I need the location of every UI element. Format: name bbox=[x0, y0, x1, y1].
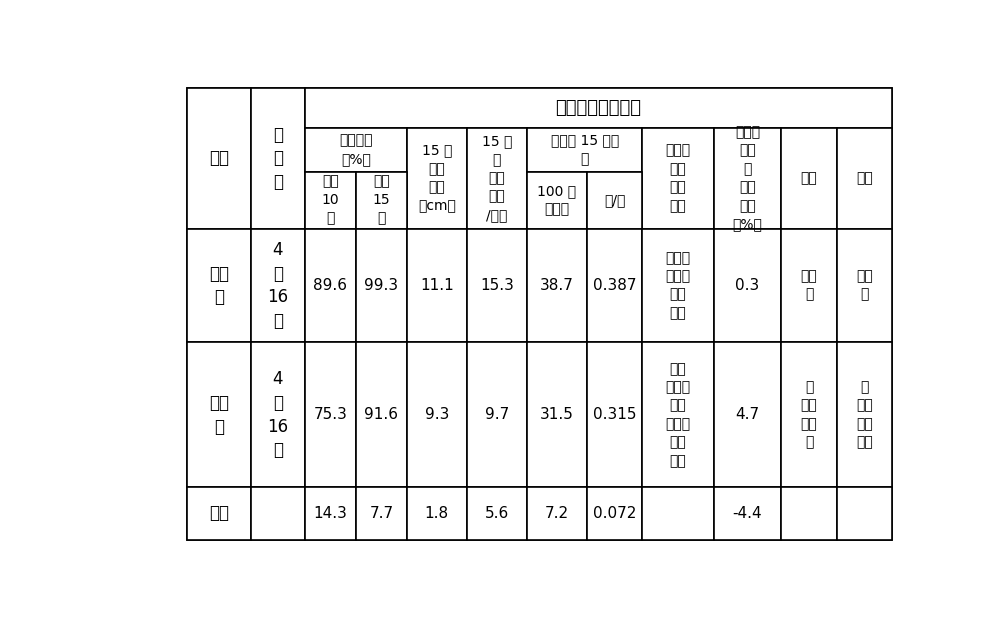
Bar bbox=[251, 228, 305, 342]
Bar bbox=[587, 487, 642, 540]
Bar bbox=[407, 342, 467, 487]
Bar bbox=[305, 172, 356, 228]
Text: 黄
绿，
部分
皱: 黄 绿， 部分 皱 bbox=[801, 380, 817, 449]
Text: 31.5: 31.5 bbox=[540, 407, 574, 422]
Text: 9.7: 9.7 bbox=[485, 407, 509, 422]
Text: 14.3: 14.3 bbox=[313, 506, 347, 521]
Text: 克/株: 克/株 bbox=[604, 193, 625, 207]
Text: 0.3: 0.3 bbox=[735, 278, 760, 293]
Text: 99.3: 99.3 bbox=[364, 278, 398, 293]
Bar bbox=[467, 487, 527, 540]
Text: 播
种
期: 播 种 期 bbox=[273, 126, 283, 191]
Bar bbox=[587, 342, 642, 487]
Text: 播种后 15 天重
量: 播种后 15 天重 量 bbox=[551, 133, 619, 166]
Bar bbox=[527, 342, 587, 487]
Bar bbox=[642, 487, 714, 540]
Text: 15 天
苗
根数
（条
/株）: 15 天 苗 根数 （条 /株） bbox=[482, 135, 512, 222]
Text: 7.7: 7.7 bbox=[369, 506, 393, 521]
Bar bbox=[356, 172, 407, 228]
Text: 对照
组: 对照 组 bbox=[209, 394, 229, 436]
Text: 75.3: 75.3 bbox=[313, 407, 347, 422]
Bar bbox=[527, 128, 642, 172]
Bar bbox=[781, 342, 837, 487]
Text: 91.6: 91.6 bbox=[364, 407, 398, 422]
Bar bbox=[187, 487, 251, 540]
Bar bbox=[837, 228, 892, 342]
Text: 叶片: 叶片 bbox=[801, 171, 817, 185]
Text: 4.7: 4.7 bbox=[735, 407, 760, 422]
Text: 9.3: 9.3 bbox=[425, 407, 449, 422]
Text: 差值: 差值 bbox=[209, 504, 229, 523]
Text: 田间对比试验情况: 田间对比试验情况 bbox=[556, 99, 642, 117]
Bar bbox=[305, 487, 356, 540]
Text: 4
月
16
日: 4 月 16 日 bbox=[267, 241, 288, 330]
Text: 0.315: 0.315 bbox=[593, 407, 636, 422]
Bar bbox=[714, 228, 781, 342]
Bar bbox=[837, 128, 892, 228]
Bar bbox=[527, 172, 587, 228]
Text: 根白、
粗壮、
苗壮
无病: 根白、 粗壮、 苗壮 无病 bbox=[665, 251, 691, 320]
Bar bbox=[837, 487, 892, 540]
Text: 15 天
苗龄
苗高
（cm）: 15 天 苗龄 苗高 （cm） bbox=[418, 144, 456, 213]
Text: 出苗情况
（%）: 出苗情况 （%） bbox=[339, 133, 373, 166]
Text: 项目: 项目 bbox=[209, 149, 229, 167]
Text: 7.2: 7.2 bbox=[545, 506, 569, 521]
Bar bbox=[587, 172, 642, 228]
Text: 1.8: 1.8 bbox=[425, 506, 449, 521]
Bar bbox=[527, 487, 587, 540]
Bar bbox=[305, 88, 892, 128]
Bar bbox=[527, 228, 587, 342]
Bar bbox=[407, 487, 467, 540]
Bar bbox=[714, 487, 781, 540]
Text: 播后
10
天: 播后 10 天 bbox=[321, 175, 339, 225]
Text: 细
弱，
部分
扭曲: 细 弱， 部分 扭曲 bbox=[856, 380, 873, 449]
Bar bbox=[714, 342, 781, 487]
Text: 0.072: 0.072 bbox=[593, 506, 636, 521]
Text: 38.7: 38.7 bbox=[540, 278, 574, 293]
Text: 89.6: 89.6 bbox=[313, 278, 347, 293]
Text: 壮而
直: 壮而 直 bbox=[856, 269, 873, 302]
Bar bbox=[781, 228, 837, 342]
Text: 11.1: 11.1 bbox=[420, 278, 454, 293]
Bar bbox=[305, 342, 356, 487]
Text: 茎秆: 茎秆 bbox=[856, 171, 873, 185]
Bar bbox=[251, 342, 305, 487]
Text: 黑根、
病害
发生
情况: 黑根、 病害 发生 情况 bbox=[665, 144, 691, 213]
Bar bbox=[642, 342, 714, 487]
Bar bbox=[305, 128, 407, 172]
Bar bbox=[467, 342, 527, 487]
Text: 根黄
白，部
分黑
根，有
立枯
病等: 根黄 白，部 分黑 根，有 立枯 病等 bbox=[665, 362, 691, 468]
Text: 0.387: 0.387 bbox=[593, 278, 636, 293]
Bar bbox=[356, 487, 407, 540]
Bar bbox=[251, 487, 305, 540]
Bar bbox=[407, 128, 467, 228]
Bar bbox=[642, 228, 714, 342]
Text: 100 株
（克）: 100 株 （克） bbox=[537, 184, 576, 216]
Bar bbox=[187, 88, 251, 228]
Bar bbox=[187, 342, 251, 487]
Bar bbox=[587, 228, 642, 342]
Bar bbox=[467, 128, 527, 228]
Bar bbox=[837, 342, 892, 487]
Text: 试验
组: 试验 组 bbox=[209, 265, 229, 306]
Bar bbox=[642, 128, 714, 228]
Bar bbox=[467, 228, 527, 342]
Bar bbox=[407, 228, 467, 342]
Bar bbox=[356, 342, 407, 487]
Text: 绿而
平: 绿而 平 bbox=[801, 269, 817, 302]
Text: 立枯、
绵腐
病
发生
情况
（%）: 立枯、 绵腐 病 发生 情况 （%） bbox=[733, 125, 762, 231]
Text: 5.6: 5.6 bbox=[485, 506, 509, 521]
Bar bbox=[305, 228, 356, 342]
Bar bbox=[781, 128, 837, 228]
Text: 15.3: 15.3 bbox=[480, 278, 514, 293]
Bar bbox=[356, 228, 407, 342]
Text: -4.4: -4.4 bbox=[733, 506, 762, 521]
Text: 4
月
16
日: 4 月 16 日 bbox=[267, 370, 288, 459]
Text: 播后
15
天: 播后 15 天 bbox=[373, 175, 390, 225]
Bar bbox=[781, 487, 837, 540]
Bar bbox=[251, 88, 305, 228]
Bar bbox=[187, 228, 251, 342]
Bar bbox=[714, 128, 781, 228]
